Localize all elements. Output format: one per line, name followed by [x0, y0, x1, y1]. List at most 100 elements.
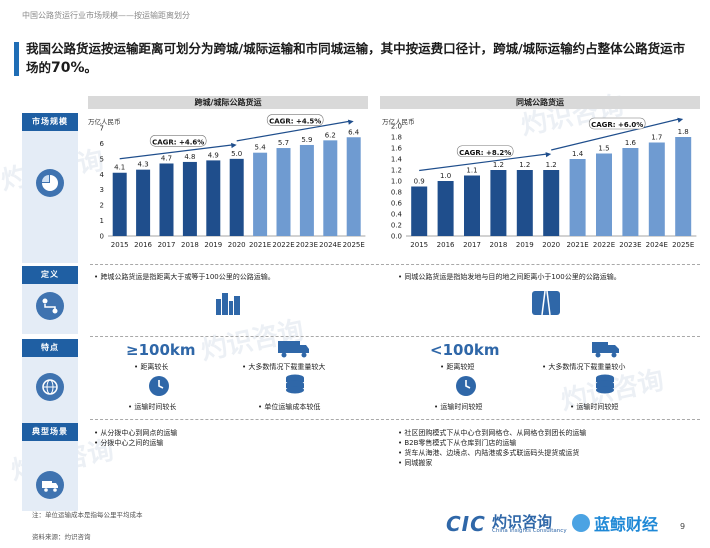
bar	[112, 172, 127, 236]
feature-left-4: • 单位运输成本较低	[258, 403, 321, 411]
city-icon	[214, 289, 244, 315]
y-tick-label: 1	[100, 217, 104, 225]
bar-value-label: 1.4	[572, 150, 584, 158]
cagr-label: CAGR: +6.0%	[591, 121, 643, 129]
y-tick-label: 7	[100, 125, 104, 133]
scenario-list-right: • 社区团购模式下从中心仓到网格仓、从网格仓到团长的运输 • B2B零售模式下从…	[398, 428, 703, 468]
feature-left-1: • 距离较长	[134, 363, 169, 371]
truck-large-icon	[278, 339, 310, 359]
y-tick-label: 1.2	[391, 167, 402, 175]
bar	[411, 186, 428, 236]
section-features: 特点	[22, 339, 78, 423]
list-item-text: 货车从海港、边境点、内陆港或多式联运码头提货或运货	[404, 449, 580, 457]
cic-logo-en: China Insights Consultancy	[492, 528, 567, 534]
section-scenarios-body	[22, 441, 78, 511]
list-item: • 从分拨中心到网点的运输	[94, 429, 178, 437]
bar-value-label: 4.3	[138, 161, 149, 169]
definition-right: • 同城公路货运是指始发地与目的地之间距离小于100公里的公路运输。	[398, 273, 621, 281]
feature-right-2: • 大多数情况下载重量较小	[542, 363, 626, 371]
x-tick-label: 2025E	[672, 241, 694, 249]
y-tick-label: 0.6	[391, 200, 403, 208]
y-tick-label: 1.8	[391, 134, 402, 142]
road-icon	[532, 290, 560, 316]
cagr-arrowhead	[545, 152, 552, 158]
feature-right-1-text: 距离较短	[446, 363, 475, 371]
y-tick-label: 0	[100, 233, 104, 241]
y-axis-label: 万亿人民币	[88, 117, 121, 126]
y-tick-label: 2	[100, 202, 104, 210]
chart-intra-city: 万亿人民币 0.0 0.2 0.4 0.6 0.8 1.0 1.2 1.4 1.6 1.8 2.0 0.…	[382, 117, 697, 249]
scenario-list-left: • 从分拨中心到网点的运输 • 分拨中心之间的运输	[94, 428, 384, 448]
bar	[516, 170, 533, 236]
x-tick-label: 2017	[463, 241, 481, 249]
cagr-label: CAGR: +8.2%	[459, 149, 511, 157]
bar-value-label: 4.8	[184, 153, 195, 161]
bar	[648, 142, 665, 236]
bar-value-label: 1.2	[519, 161, 530, 169]
bar-value-label: 1.1	[466, 167, 477, 175]
cagr-label-box	[266, 114, 324, 126]
x-tick-label: 2016	[437, 241, 455, 249]
x-tick-label: 2018	[181, 241, 199, 249]
section-definition-body	[22, 284, 78, 334]
truck-icon	[36, 471, 64, 499]
feature-right-1: • 距离较短	[440, 363, 475, 371]
list-item-text: B2B零售模式下从仓库到门店的运输	[404, 439, 517, 447]
x-tick-label: 2020	[228, 241, 246, 249]
bar	[159, 163, 174, 236]
y-axis-label: 万亿人民币	[382, 117, 415, 126]
bar-value-label: 1.5	[598, 145, 609, 153]
bar-value-label: 1.6	[625, 139, 637, 147]
bar	[490, 170, 507, 236]
bar	[229, 158, 244, 236]
y-tick-label: 5	[100, 155, 104, 163]
bar-value-label: 1.0	[440, 172, 451, 180]
bar-value-label: 4.9	[208, 151, 219, 159]
bar-value-label: 5.4	[255, 144, 267, 152]
definition-right-text: 同城公路货运是指始发地与目的地之间距离小于100公里的公路运输。	[404, 273, 621, 281]
section-market-label: 市场规模	[22, 113, 78, 131]
divider	[90, 419, 700, 420]
x-tick-label: 2024E	[646, 241, 668, 249]
x-tick-label: 2024E	[319, 241, 341, 249]
bar	[464, 175, 480, 236]
x-tick-label: 2017	[158, 241, 176, 249]
bar	[675, 137, 692, 236]
list-item: • 货车从海港、边境点、内陆港或多式联运码头提货或运货	[398, 449, 580, 457]
feature-left-3-text: 运输时间较长	[134, 403, 177, 411]
bar	[299, 144, 314, 236]
distance-left: ≥100km	[126, 341, 196, 359]
bar-value-label: 1.2	[493, 161, 504, 169]
bar	[323, 140, 338, 236]
bar	[253, 152, 268, 236]
section-market-body	[22, 131, 78, 263]
breadcrumb: 中国公路货运行业市场规模——按运输距离划分	[22, 11, 190, 20]
divider	[90, 336, 700, 337]
x-tick-label: 2022E	[593, 241, 615, 249]
title-end: 。	[84, 60, 98, 75]
x-tick-label: 2020	[542, 241, 560, 249]
page-title: 我国公路货运按运输距离可划分为跨城/城际运输和市同城运输，其中按运费口径计，跨城…	[26, 39, 696, 78]
cagr-arrow	[236, 120, 350, 142]
section-features-body	[22, 357, 78, 423]
section-definition-label: 定义	[22, 266, 78, 284]
footnote: 注：单位运输成本是指每公里平均成本	[32, 511, 143, 519]
bar	[543, 170, 560, 236]
coins-icon	[285, 373, 305, 397]
list-item-text: 社区团购模式下从中心仓到网格仓、从网格仓到团长的运输	[404, 429, 587, 437]
title-accent	[14, 42, 19, 76]
bar	[569, 159, 586, 236]
cagr-label-box	[588, 117, 646, 130]
feature-right-4: • 运输时间较短	[570, 403, 619, 411]
list-item-text: 同城搬家	[404, 459, 433, 467]
bar-value-label: 5.7	[278, 139, 289, 147]
cic-logo-zh: 灼识咨询	[492, 513, 553, 531]
x-tick-label: 2021E	[566, 241, 588, 249]
section-scenarios: 典型场景	[22, 423, 78, 511]
x-tick-label: 2015	[111, 241, 129, 249]
bar-value-label: 6.4	[348, 128, 360, 136]
feature-right-3: • 运输时间较短	[434, 403, 483, 411]
bar	[206, 160, 221, 236]
list-item: • B2B零售模式下从仓库到门店的运输	[398, 439, 517, 447]
y-tick-label: 4	[100, 171, 105, 179]
